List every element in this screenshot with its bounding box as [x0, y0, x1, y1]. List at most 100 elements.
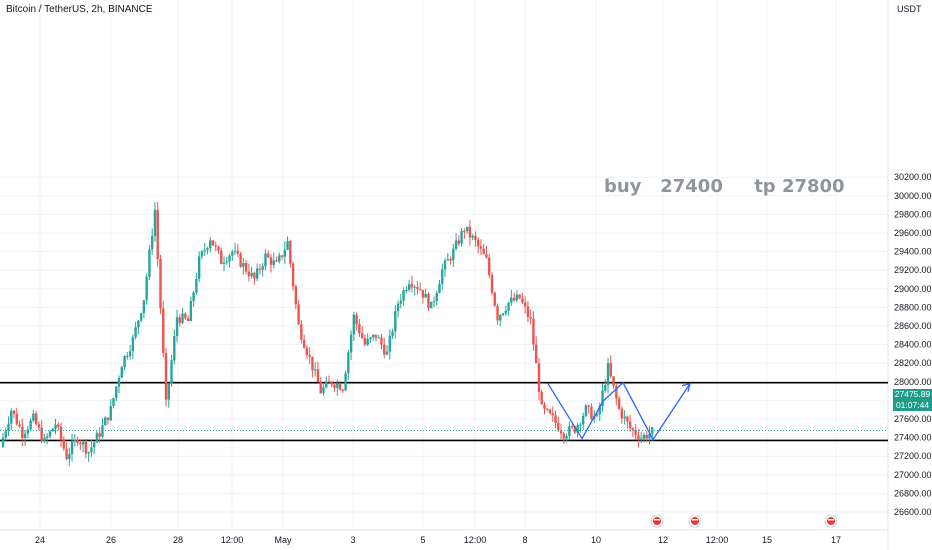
candle-body — [405, 289, 408, 291]
time-axis[interactable]: 24 26 28 12:00 May 3 5 12:00 8 10 12 12:00 15 17 — [35, 535, 841, 545]
candle-body — [407, 284, 411, 290]
candle-body — [316, 369, 320, 383]
candle-body — [1, 437, 5, 447]
projection-path — [547, 381, 691, 441]
candle-body — [344, 373, 347, 391]
time-tick-label: 17 — [831, 535, 841, 545]
current-price-label: 27475.89 — [894, 389, 931, 399]
candle-body — [441, 269, 444, 285]
candle-body — [612, 376, 615, 386]
candle-body — [606, 363, 610, 386]
candle-body — [396, 303, 400, 312]
candle-body — [435, 293, 438, 302]
us-flag-icon-inner — [827, 517, 835, 525]
candle-body — [112, 398, 115, 407]
candle-body — [305, 347, 309, 356]
candle-body — [90, 447, 93, 453]
price-axis[interactable]: USDT 30200.00 30000.00 29800.00 29600.00 2940… — [894, 4, 932, 517]
candle-body — [197, 256, 201, 279]
candle-body — [463, 230, 466, 232]
candle-body — [383, 344, 386, 355]
candle-body — [233, 250, 237, 252]
time-tick-label: 12:00 — [706, 535, 729, 545]
candle-body — [377, 337, 380, 339]
candle-body — [410, 284, 414, 288]
price-tick-label: 27400.00 — [894, 433, 932, 443]
candle-body — [427, 293, 430, 309]
candle-body — [65, 448, 68, 460]
us-flag-icon-inner — [653, 517, 661, 525]
trade-annotation[interactable]: buy 27400 tp 27800 — [604, 176, 845, 197]
symbol-legend[interactable]: Bitcoin / TetherUS, 2h, BINANCE — [6, 4, 153, 15]
candle-body — [84, 441, 88, 454]
event-flags[interactable] — [650, 514, 838, 528]
candle-body — [70, 441, 74, 455]
candle-body — [40, 427, 43, 442]
candle-body — [109, 406, 112, 421]
candle-body — [264, 253, 267, 267]
candle-body — [244, 263, 248, 272]
candle-body — [402, 290, 405, 301]
candlesticks — [1, 201, 654, 467]
candle-body — [26, 429, 30, 434]
candle-body — [21, 426, 24, 438]
time-tick-label: 26 — [106, 535, 116, 545]
candle-body — [349, 334, 353, 353]
time-tick-label: May — [274, 535, 292, 545]
candle-body — [482, 248, 485, 255]
candle-body — [570, 426, 574, 428]
candle-body — [490, 275, 494, 293]
candle-body — [186, 318, 190, 322]
candle-body — [131, 337, 135, 352]
time-tick-label: 8 — [522, 535, 527, 545]
price-tick-label: 28000.00 — [894, 377, 932, 387]
candle-body — [214, 245, 217, 247]
candle-body — [529, 317, 532, 319]
price-tick-label: 28400.00 — [894, 340, 932, 350]
candle-body — [651, 427, 654, 434]
candle-body — [145, 276, 148, 301]
candle-body — [327, 381, 331, 383]
candle-body — [206, 248, 209, 251]
candle-body — [159, 259, 162, 309]
candle-body — [278, 255, 281, 262]
candle-body — [620, 408, 624, 419]
us-flag-icon-inner — [691, 517, 699, 525]
us-flag-icon-stripe — [828, 519, 834, 521]
candle-body — [101, 425, 104, 437]
time-tick-label: 5 — [420, 535, 425, 545]
candle-body — [457, 240, 461, 244]
candle-body — [156, 209, 159, 260]
candle-body — [148, 249, 151, 277]
candle-body — [372, 334, 375, 338]
time-tick-label: 12 — [658, 535, 668, 545]
candle-body — [23, 433, 27, 438]
candle-body — [275, 260, 278, 262]
candle-body — [421, 289, 425, 298]
candle-body — [167, 383, 170, 400]
candle-body — [430, 301, 433, 309]
candle-body — [452, 248, 455, 261]
price-tick-label: 27200.00 — [894, 451, 932, 461]
price-tick-label: 30200.00 — [894, 172, 932, 182]
candle-body — [139, 313, 143, 321]
candle-body — [512, 297, 516, 301]
candle-body — [568, 426, 571, 437]
candle-body — [280, 255, 284, 257]
candle-body — [311, 356, 314, 371]
chart-grid — [0, 0, 889, 550]
candle-body — [192, 292, 195, 302]
candle-body — [557, 422, 560, 431]
candle-body — [104, 417, 107, 426]
candle-body — [418, 289, 422, 291]
candle-body — [95, 433, 99, 443]
candle-body — [189, 301, 193, 322]
candle-body — [313, 369, 317, 371]
time-tick-label: 15 — [762, 535, 772, 545]
candle-body — [446, 259, 449, 261]
candle-body — [128, 351, 132, 356]
price-tick-label: 29800.00 — [894, 209, 932, 219]
candle-body — [15, 413, 19, 425]
candle-body — [623, 416, 626, 419]
